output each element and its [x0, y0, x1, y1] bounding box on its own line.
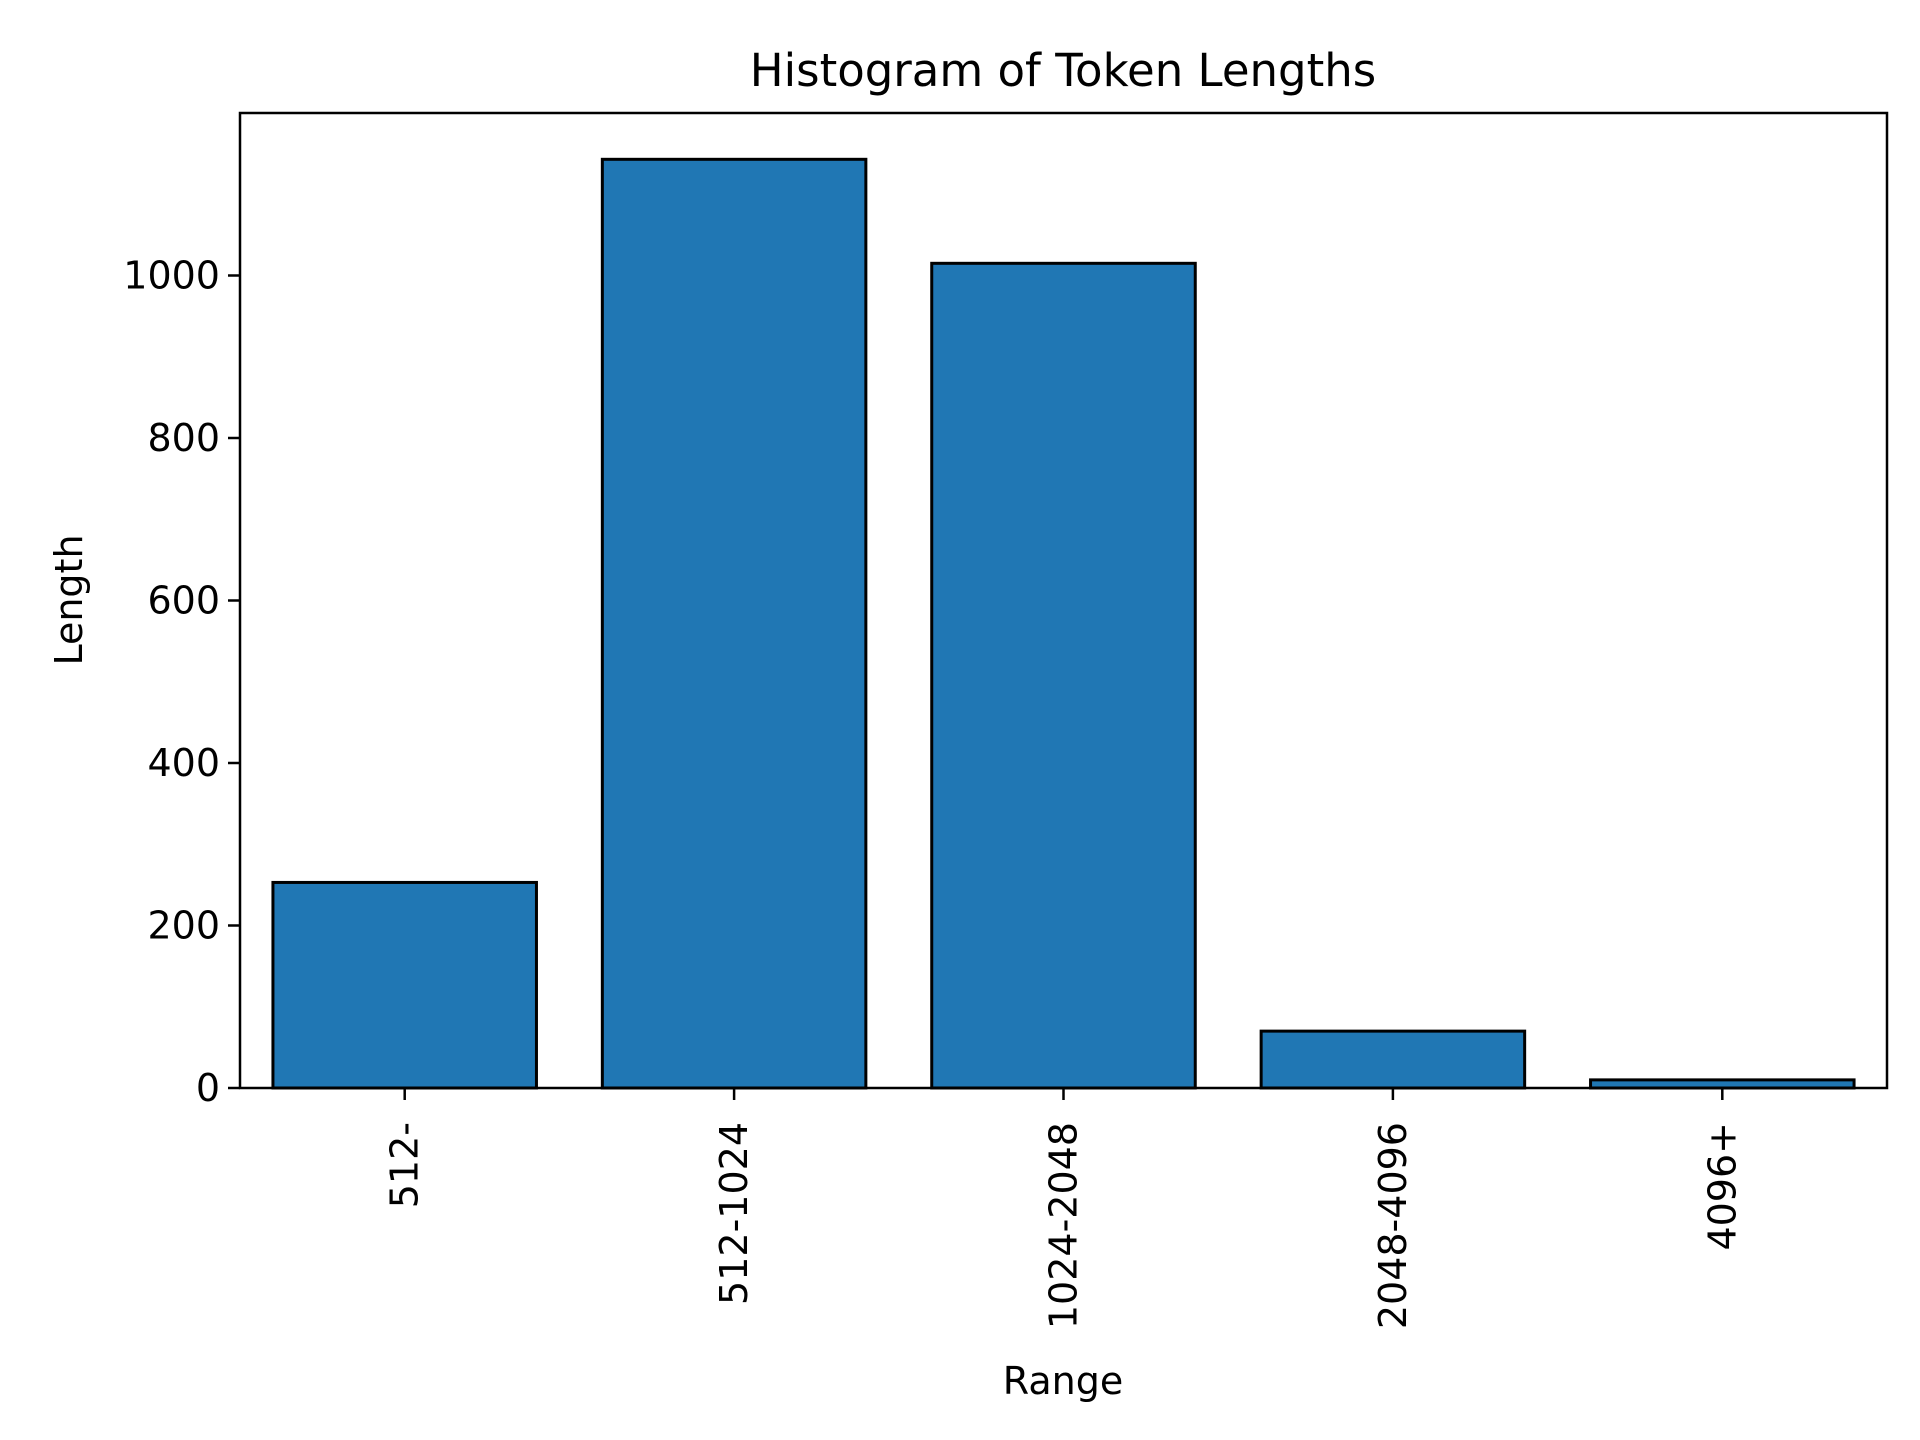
- y-tick-label: 800: [147, 416, 220, 460]
- bar-2048-4096: [1259, 1029, 1527, 1090]
- bar-512-1024: [600, 157, 868, 1090]
- x-tick-label: 512-1024: [712, 1122, 756, 1305]
- y-tick-label: 400: [147, 741, 220, 785]
- y-tick-label: 600: [147, 579, 220, 623]
- x-tick-label: 4096+: [1700, 1122, 1744, 1251]
- x-tick-label: 1024-2048: [1042, 1122, 1086, 1329]
- x-axis: 512- 512-1024 1024-2048 2048-4096 4096+: [383, 1088, 1744, 1329]
- bar-1024-2048: [930, 261, 1197, 1090]
- bars-layer: [271, 157, 1856, 1090]
- x-tick-label: 2048-4096: [1371, 1122, 1415, 1329]
- x-tick-label: 512-: [383, 1122, 427, 1208]
- bar-512-: [271, 880, 538, 1090]
- y-tick-label: 0: [196, 1066, 220, 1110]
- y-tick-label: 200: [147, 904, 220, 948]
- x-axis-label: Range: [1003, 1359, 1123, 1403]
- y-axis: 0 200 400 600 800 1000: [123, 254, 240, 1110]
- y-tick-label: 1000: [123, 254, 220, 298]
- y-axis-label: Length: [47, 534, 91, 665]
- chart-title: Histogram of Token Lengths: [750, 44, 1376, 97]
